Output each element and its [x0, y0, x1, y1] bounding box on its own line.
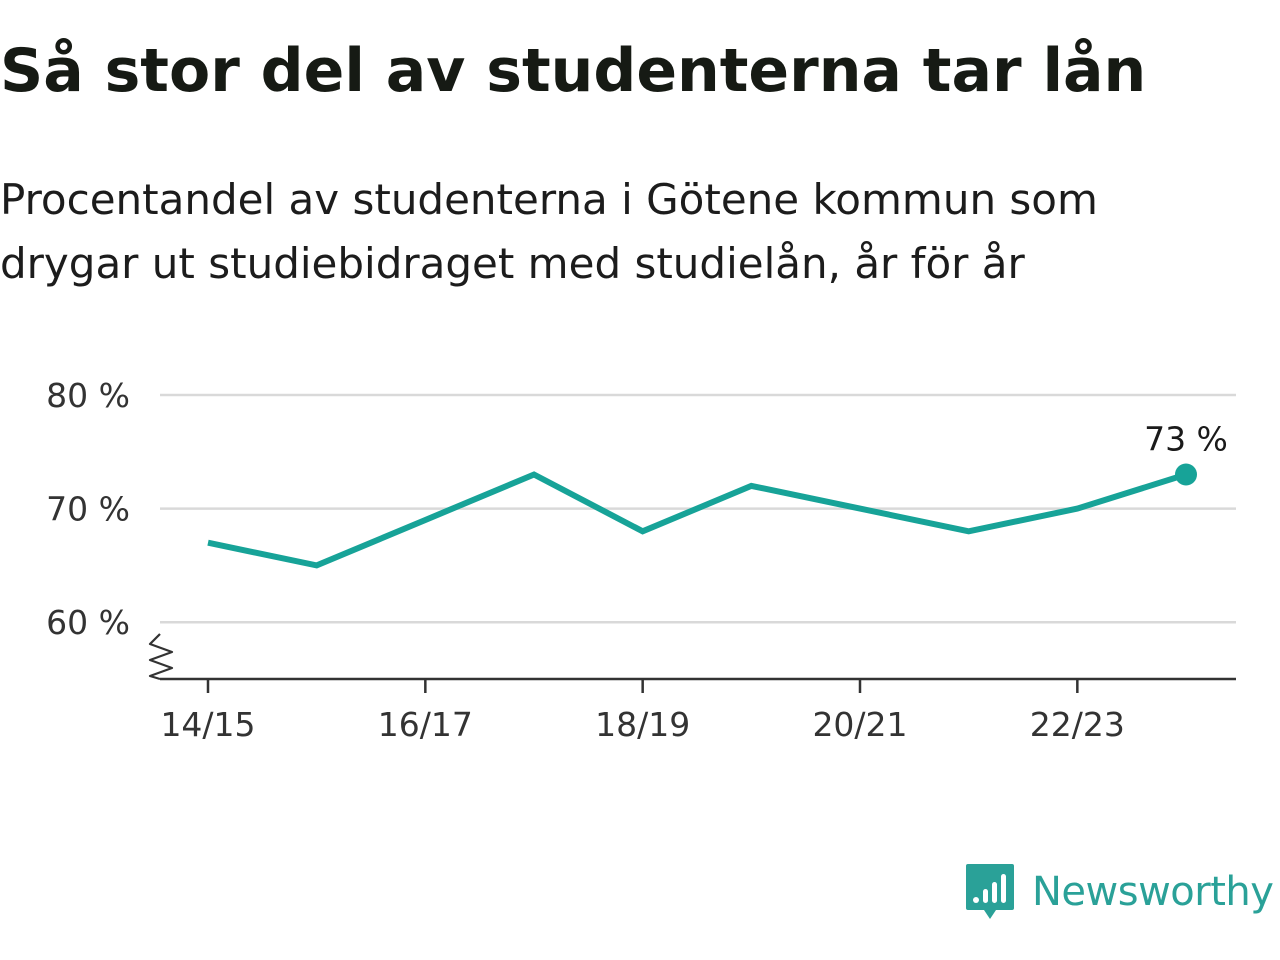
series-group: 73 %: [208, 420, 1228, 566]
last-data-point: [1175, 464, 1197, 486]
x-tick-label: 20/21: [812, 705, 907, 744]
series-line: [208, 475, 1186, 566]
x-axis: [150, 634, 1236, 679]
y-axis-ticks: 60 % 70 % 80 %: [46, 376, 130, 642]
x-axis-ticks: 14/15 16/17 18/19 20/21 22/23: [160, 679, 1124, 744]
y-tick-label: 60 %: [46, 603, 130, 642]
x-tick-label: 14/15: [160, 705, 255, 744]
line-chart: 60 % 70 % 80 % 14/15 16/17 18/19 20/21 22/23 7…: [0, 0, 1280, 800]
brand-name: Newsworthy: [1032, 869, 1273, 915]
x-tick-label: 16/17: [378, 705, 473, 744]
y-tick-label: 70 %: [46, 490, 130, 529]
x-tick-label: 18/19: [595, 705, 690, 744]
brand-logo: Newsworthy: [964, 862, 1273, 922]
last-point-label: 73 %: [1144, 420, 1228, 459]
axis-break-mark: [150, 634, 172, 679]
y-tick-label: 80 %: [46, 376, 130, 415]
x-tick-label: 22/23: [1030, 705, 1125, 744]
bar-chart-speech-bubble-icon: [964, 862, 1016, 922]
